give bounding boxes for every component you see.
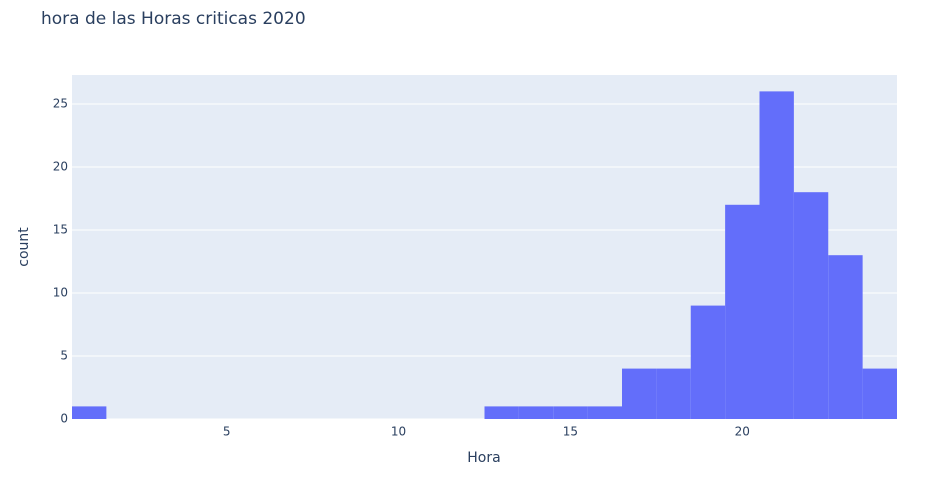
bar — [72, 406, 107, 419]
y-tick-label: 0 — [60, 412, 68, 426]
x-tick-label: 5 — [223, 425, 231, 439]
bar — [759, 91, 794, 419]
chart-title: hora de las Horas criticas 2020 — [41, 9, 306, 29]
x-tick-label: 20 — [735, 425, 750, 439]
bar — [553, 406, 588, 419]
bar — [484, 406, 519, 419]
bar — [587, 406, 622, 419]
bar — [518, 406, 554, 419]
bar — [793, 192, 829, 419]
y-tick-label: 10 — [53, 285, 68, 299]
y-tick-label: 5 — [60, 348, 68, 362]
y-tick-label: 15 — [53, 222, 68, 236]
x-axis-title: Hora — [467, 450, 500, 466]
bar — [622, 368, 657, 419]
x-tick-label: 10 — [391, 425, 406, 439]
bar — [656, 368, 691, 419]
bar — [828, 255, 863, 419]
bar — [690, 305, 726, 419]
bar — [725, 204, 760, 419]
x-tick-label: 15 — [563, 425, 578, 439]
y-tick-label: 20 — [53, 159, 68, 173]
y-tick-label: 25 — [53, 96, 68, 110]
bar — [862, 368, 897, 419]
y-axis-title: count — [16, 227, 32, 267]
